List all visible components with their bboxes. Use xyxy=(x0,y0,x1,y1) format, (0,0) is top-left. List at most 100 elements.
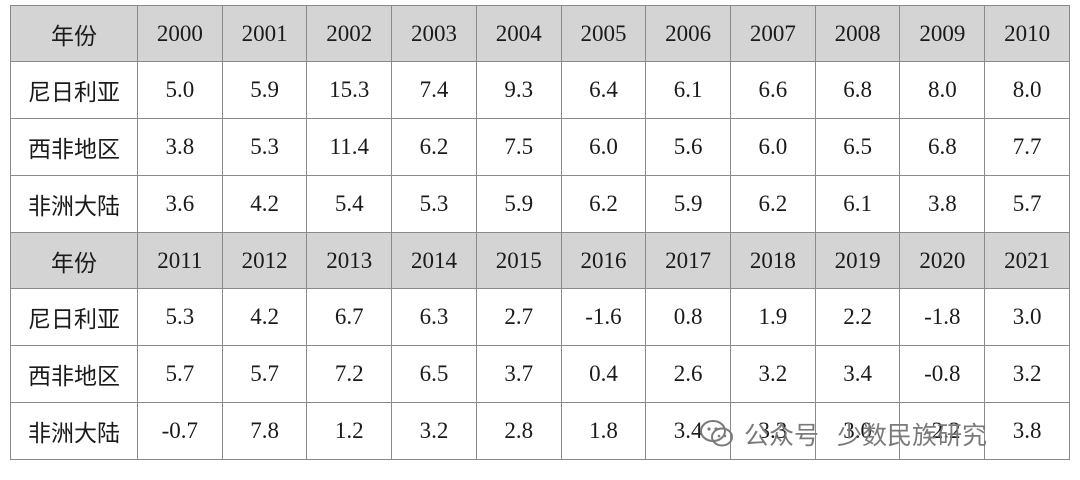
value-cell: 7.2 xyxy=(306,345,393,403)
value-cell: 2.6 xyxy=(645,345,732,403)
year-header-cell: 2012 xyxy=(221,232,308,289)
value-cell: 6.7 xyxy=(306,288,393,346)
value-cell: 5.7 xyxy=(137,345,223,403)
row-label: 西非地区 xyxy=(10,118,138,176)
value-cell: 5.7 xyxy=(984,175,1070,233)
year-header-cell: 2013 xyxy=(306,232,393,289)
value-cell: 8.0 xyxy=(984,61,1070,119)
value-cell: 5.3 xyxy=(221,118,308,176)
value-cell: 9.3 xyxy=(475,61,562,119)
year-header-cell: 2014 xyxy=(391,232,477,289)
value-cell: 3.8 xyxy=(137,118,223,176)
row-label: 非洲大陆 xyxy=(10,175,138,233)
value-cell: 6.2 xyxy=(730,175,816,233)
table-row: 尼日利亚 5.0 5.9 15.3 7.4 9.3 6.4 6.1 6.6 6.8 8.0 8.0 xyxy=(10,61,1070,119)
value-cell: 3.3 xyxy=(730,402,816,460)
value-cell: -2.2 xyxy=(899,402,986,460)
value-cell: -0.8 xyxy=(899,345,986,403)
value-cell: 5.6 xyxy=(645,118,732,176)
table-row: 非洲大陆 -0.7 7.8 1.2 3.2 2.8 1.8 3.4 3.3 3.0 -2.2 3.8 xyxy=(10,402,1070,460)
year-header-cell: 2017 xyxy=(645,232,732,289)
value-cell: 11.4 xyxy=(306,118,393,176)
year-header-cell: 2006 xyxy=(645,5,732,62)
value-cell: 4.2 xyxy=(221,288,308,346)
year-header-label: 年份 xyxy=(10,232,138,289)
value-cell: 5.9 xyxy=(475,175,562,233)
value-cell: 15.3 xyxy=(306,61,393,119)
year-header-cell: 2016 xyxy=(560,232,647,289)
year-header-label: 年份 xyxy=(10,5,138,62)
year-header-cell: 2009 xyxy=(899,5,986,62)
year-header-cell: 2005 xyxy=(560,5,647,62)
value-cell: 3.8 xyxy=(899,175,986,233)
value-cell: 1.2 xyxy=(306,402,393,460)
year-header-cell: 2003 xyxy=(391,5,477,62)
value-cell: 6.3 xyxy=(391,288,477,346)
value-cell: 2.8 xyxy=(475,402,562,460)
value-cell: -0.7 xyxy=(137,402,223,460)
value-cell: 6.4 xyxy=(560,61,647,119)
year-header-cell: 2020 xyxy=(899,232,986,289)
value-cell: 5.7 xyxy=(221,345,308,403)
year-header-cell: 2004 xyxy=(475,5,562,62)
value-cell: 6.0 xyxy=(560,118,647,176)
value-cell: 7.8 xyxy=(221,402,308,460)
value-cell: 6.8 xyxy=(899,118,986,176)
table-body: 年份 2000 2001 2002 2003 2004 2005 2006 2007 2008 20… xyxy=(10,5,1070,460)
table-row: 尼日利亚 5.3 4.2 6.7 6.3 2.7 -1.6 0.8 1.9 2.2 -1.8 3.0 xyxy=(10,288,1070,346)
value-cell: 2.2 xyxy=(814,288,901,346)
value-cell: 3.6 xyxy=(137,175,223,233)
table-row: 西非地区 5.7 5.7 7.2 6.5 3.7 0.4 2.6 3.2 3.4 -0.8 3.2 xyxy=(10,345,1070,403)
value-cell: 6.6 xyxy=(730,61,816,119)
value-cell: 5.4 xyxy=(306,175,393,233)
value-cell: 7.5 xyxy=(475,118,562,176)
row-label: 尼日利亚 xyxy=(10,61,138,119)
value-cell: 5.9 xyxy=(221,61,308,119)
value-cell: 3.2 xyxy=(391,402,477,460)
value-cell: -1.8 xyxy=(899,288,986,346)
value-cell: 5.3 xyxy=(137,288,223,346)
value-cell: 3.2 xyxy=(730,345,816,403)
value-cell: -1.6 xyxy=(560,288,647,346)
year-header-cell: 2007 xyxy=(730,5,816,62)
row-label: 尼日利亚 xyxy=(10,288,138,346)
value-cell: 5.0 xyxy=(137,61,223,119)
table-row: 西非地区 3.8 5.3 11.4 6.2 7.5 6.0 5.6 6.0 6.5 6.8 7.7 xyxy=(10,118,1070,176)
row-label: 非洲大陆 xyxy=(10,402,138,460)
value-cell: 6.5 xyxy=(814,118,901,176)
gdp-growth-table-container: 年份 2000 2001 2002 2003 2004 2005 2006 2007 2008 20… xyxy=(10,5,1070,460)
year-header-cell: 2011 xyxy=(137,232,223,289)
value-cell: 3.4 xyxy=(814,345,901,403)
value-cell: 7.4 xyxy=(391,61,477,119)
value-cell: 1.9 xyxy=(730,288,816,346)
value-cell: 0.4 xyxy=(560,345,647,403)
value-cell: 6.0 xyxy=(730,118,816,176)
value-cell: 3.8 xyxy=(984,402,1070,460)
gdp-growth-table: 年份 2000 2001 2002 2003 2004 2005 2006 2007 2008 20… xyxy=(10,5,1070,460)
year-header-cell: 2000 xyxy=(137,5,223,62)
value-cell: 5.9 xyxy=(645,175,732,233)
year-header-cell: 2008 xyxy=(814,5,901,62)
value-cell: 6.5 xyxy=(391,345,477,403)
value-cell: 2.7 xyxy=(475,288,562,346)
year-header-row: 年份 2000 2001 2002 2003 2004 2005 2006 2007 2008 20… xyxy=(10,5,1070,62)
value-cell: 3.2 xyxy=(984,345,1070,403)
row-label: 西非地区 xyxy=(10,345,138,403)
table-row: 非洲大陆 3.6 4.2 5.4 5.3 5.9 6.2 5.9 6.2 6.1 3.8 5.7 xyxy=(10,175,1070,233)
value-cell: 6.2 xyxy=(560,175,647,233)
value-cell: 3.0 xyxy=(814,402,901,460)
value-cell: 6.2 xyxy=(391,118,477,176)
value-cell: 3.4 xyxy=(645,402,732,460)
year-header-cell: 2021 xyxy=(984,232,1070,289)
value-cell: 4.2 xyxy=(221,175,308,233)
value-cell: 3.0 xyxy=(984,288,1070,346)
value-cell: 1.8 xyxy=(560,402,647,460)
value-cell: 3.7 xyxy=(475,345,562,403)
year-header-cell: 2010 xyxy=(984,5,1070,62)
year-header-cell: 2019 xyxy=(814,232,901,289)
year-header-cell: 2018 xyxy=(730,232,816,289)
value-cell: 7.7 xyxy=(984,118,1070,176)
year-header-cell: 2001 xyxy=(221,5,308,62)
value-cell: 0.8 xyxy=(645,288,732,346)
value-cell: 8.0 xyxy=(899,61,986,119)
